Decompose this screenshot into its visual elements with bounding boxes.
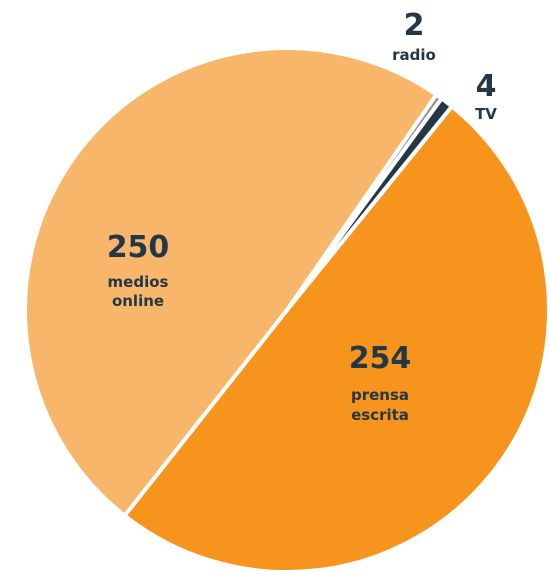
pie-slices [23, 46, 550, 572]
slice-category-label: online [112, 292, 164, 310]
slice-value-label: 4 [476, 69, 497, 104]
slice-value-label: 254 [349, 341, 412, 376]
slice-category-label: prensa [351, 386, 409, 404]
slice-category-label: radio [392, 46, 436, 64]
slice-category-label: medios [108, 273, 169, 291]
slice-category-label: TV [475, 105, 497, 123]
pie-slice-prensa-escrita [122, 104, 550, 572]
pie-slice-tv [285, 96, 454, 312]
pie-slice-medios-online [23, 46, 439, 518]
slice-value-label: 250 [107, 230, 170, 265]
slice-value-label: 2 [404, 8, 425, 43]
slice-category-label: escrita [351, 406, 409, 424]
